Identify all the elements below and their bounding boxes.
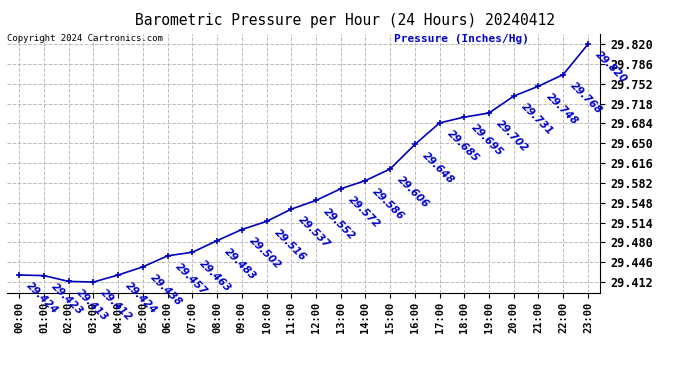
- Text: 29.695: 29.695: [470, 123, 505, 158]
- Text: 29.702: 29.702: [495, 118, 530, 154]
- Text: 29.552: 29.552: [322, 206, 357, 242]
- Text: 29.483: 29.483: [223, 246, 258, 282]
- Text: Barometric Pressure per Hour (24 Hours) 20240412: Barometric Pressure per Hour (24 Hours) …: [135, 13, 555, 28]
- Text: 29.457: 29.457: [173, 261, 208, 297]
- Text: 29.606: 29.606: [395, 174, 431, 210]
- Text: 29.685: 29.685: [445, 129, 481, 164]
- Text: Copyright 2024 Cartronics.com: Copyright 2024 Cartronics.com: [7, 34, 163, 43]
- Text: 29.413: 29.413: [75, 287, 110, 322]
- Text: 29.820: 29.820: [593, 50, 629, 86]
- Text: 29.572: 29.572: [346, 194, 382, 230]
- Text: 29.648: 29.648: [420, 150, 456, 186]
- Text: 29.748: 29.748: [544, 92, 580, 127]
- Text: 29.412: 29.412: [99, 288, 135, 323]
- Text: 29.463: 29.463: [198, 258, 233, 293]
- Text: Pressure (Inches/Hg): Pressure (Inches/Hg): [394, 34, 529, 44]
- Text: 29.537: 29.537: [297, 215, 333, 250]
- Text: 29.516: 29.516: [272, 227, 308, 262]
- Text: 29.438: 29.438: [148, 272, 184, 308]
- Text: 29.424: 29.424: [25, 280, 60, 316]
- Text: 29.731: 29.731: [520, 102, 555, 137]
- Text: 29.423: 29.423: [50, 281, 85, 316]
- Text: 29.586: 29.586: [371, 186, 406, 222]
- Text: 29.768: 29.768: [569, 80, 604, 116]
- Text: 29.502: 29.502: [247, 235, 283, 271]
- Text: 29.424: 29.424: [124, 280, 159, 316]
